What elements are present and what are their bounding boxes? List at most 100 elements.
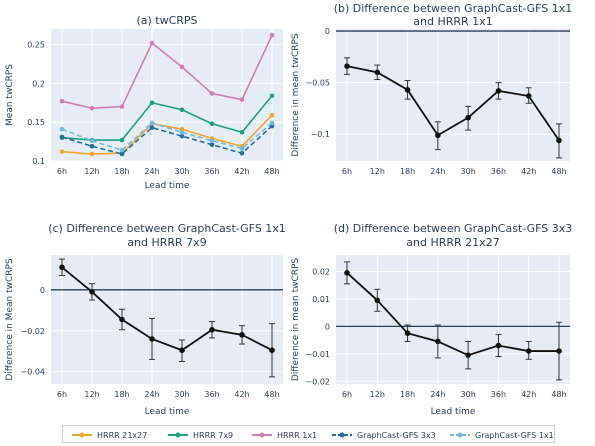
data-point	[179, 129, 185, 135]
x-tick-label: 30h	[174, 390, 189, 399]
data-point	[209, 142, 215, 147]
y-axis-label: Difference in Mean twCRPS	[5, 258, 15, 381]
data-point	[525, 93, 532, 99]
x-tick-label: 18h	[400, 390, 415, 399]
x-tick-label: 48h	[551, 167, 566, 176]
plot-area	[51, 29, 283, 161]
panel-title: and HRRR 7x9	[127, 236, 206, 249]
data-point	[404, 87, 411, 93]
y-tick-label: 0	[325, 322, 330, 331]
data-point	[209, 91, 215, 96]
panel-title: and HRRR 21x27	[406, 236, 499, 249]
legend-item-hrrr-7x9[interactable]: HRRR 7x9	[167, 429, 233, 441]
legend-item-hrrr-1x1[interactable]: HRRR 1x1	[251, 429, 317, 441]
x-tick-label: 18h	[114, 390, 129, 399]
x-tick-label: 18h	[400, 167, 415, 176]
data-point	[239, 97, 245, 102]
legend-item-hrrr-21x27[interactable]: HRRR 21x27	[71, 429, 147, 441]
x-tick-label: 12h	[370, 167, 385, 176]
y-axis-label: Mean twCRPS	[5, 64, 15, 126]
x-tick-label: 30h	[461, 167, 476, 176]
data-point	[59, 98, 65, 104]
legend-label: HRRR 1x1	[277, 430, 318, 440]
legend-item-graphcast-gfs-1x1[interactable]: GraphCast-GFS 1x1	[449, 429, 554, 441]
y-tick-label: −0.01	[305, 350, 330, 359]
series-line	[346, 65, 560, 141]
data-point	[89, 105, 95, 111]
x-tick-label: 18h	[114, 167, 129, 176]
y-tick-label: 0.1	[32, 157, 45, 166]
x-axis-label: Lead time	[431, 407, 476, 417]
legend-swatch	[168, 432, 188, 438]
x-tick-label: 36h	[491, 390, 506, 399]
data-point	[495, 88, 502, 94]
legend-swatch	[72, 432, 92, 438]
data-point	[149, 120, 155, 126]
legend-swatch	[332, 432, 352, 438]
data-point	[119, 147, 125, 153]
plot-area	[336, 29, 570, 161]
legend-item-graphcast-gfs-3x3[interactable]: GraphCast-GFS 3x3	[331, 429, 436, 441]
series-line	[61, 95, 273, 141]
data-point	[209, 138, 215, 144]
y-tick-label: 0.2	[32, 79, 45, 88]
data-point	[179, 64, 185, 70]
data-point	[59, 264, 65, 271]
x-tick-label: 48h	[264, 390, 279, 399]
legend-label: HRRR 7x9	[193, 430, 234, 440]
data-point	[149, 100, 155, 106]
data-point	[269, 32, 275, 38]
plot-area	[51, 255, 283, 384]
data-point	[556, 348, 562, 354]
y-axis-label: Difference in mean twCRPS	[291, 33, 301, 157]
x-axis-label: Lead time	[145, 407, 190, 417]
swatch-marker	[79, 432, 85, 438]
data-point	[119, 316, 125, 323]
data-point	[269, 93, 275, 99]
data-point	[89, 151, 95, 157]
y-tick-label: 0	[325, 27, 330, 36]
data-point	[119, 137, 125, 143]
data-point	[374, 69, 381, 76]
data-point	[269, 112, 275, 118]
plot-area	[336, 255, 570, 384]
data-point	[435, 338, 441, 345]
swatch-marker	[457, 432, 463, 438]
panel-title: (b) Difference between GraphCast-GFS 1x1	[334, 2, 573, 15]
series-line	[346, 272, 559, 357]
data-point	[435, 132, 441, 139]
data-point	[119, 151, 125, 157]
x-tick-label: 6h	[57, 167, 67, 176]
x-tick-label: 36h	[491, 167, 506, 176]
data-point	[89, 143, 95, 149]
x-tick-label: 42h	[234, 167, 249, 176]
data-point	[495, 342, 502, 349]
x-tick-label: 6h	[57, 390, 67, 399]
y-tick-label: 0.02	[312, 267, 330, 276]
y-tick-label: 0.01	[312, 295, 330, 304]
data-point	[149, 40, 155, 46]
legend-label: GraphCast-GFS 1x1	[475, 430, 554, 440]
data-point	[89, 289, 95, 295]
y-tick-label: −0.02	[305, 377, 330, 386]
x-tick-label: 24h	[144, 167, 159, 176]
x-tick-label: 42h	[234, 390, 249, 399]
series-line	[61, 122, 273, 152]
x-tick-label: 24h	[430, 390, 445, 399]
data-point	[374, 297, 381, 304]
swatch-marker	[339, 432, 345, 438]
data-point	[179, 133, 185, 139]
data-point	[239, 129, 245, 135]
legend-label: GraphCast-GFS 3x3	[357, 430, 436, 440]
panel-title: (d) Difference between GraphCast-GFS 3x3	[334, 222, 573, 235]
swatch-marker	[259, 432, 265, 438]
y-tick-label: 0.25	[27, 41, 45, 50]
legend-swatch	[252, 432, 272, 438]
legend-label: HRRR 21x27	[97, 430, 148, 440]
data-point	[525, 348, 532, 354]
data-point	[344, 63, 350, 69]
swatch-marker	[175, 432, 181, 438]
x-tick-label: 24h	[430, 167, 445, 176]
data-point	[209, 121, 215, 127]
